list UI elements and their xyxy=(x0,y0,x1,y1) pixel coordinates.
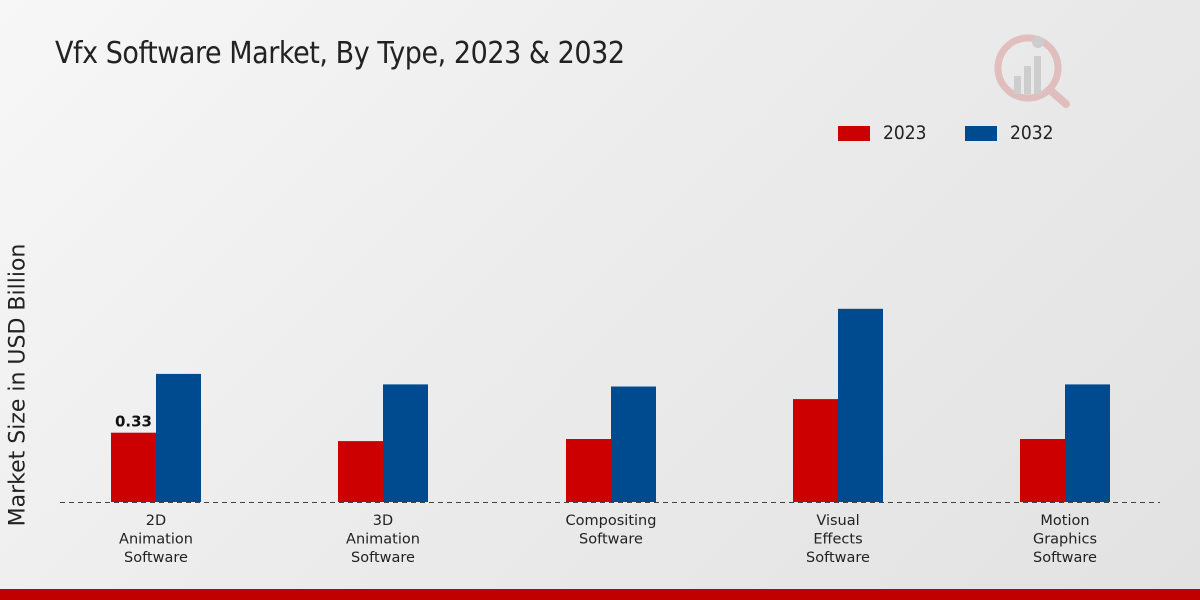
bar-2032-4 xyxy=(1065,384,1110,502)
x-tick-label-3: Visual Effects Software xyxy=(806,513,870,566)
bar-2032-3 xyxy=(838,308,883,502)
x-tick-label-1: 3D Animation Software xyxy=(346,513,420,566)
chart-legend: 2023 2032 xyxy=(838,122,1093,144)
bar-2023-0 xyxy=(111,432,156,502)
bar-2023-3 xyxy=(793,399,838,502)
x-tick-label-2: Compositing Software xyxy=(566,513,657,548)
bar-2023-1 xyxy=(338,441,383,502)
legend-swatch-2032 xyxy=(965,125,998,141)
legend-label-2023: 2023 xyxy=(883,122,927,144)
chart-title: Vfx Software Market, By Type, 2023 & 203… xyxy=(55,36,625,71)
bar-2032-0 xyxy=(156,373,201,502)
bar-2023-2 xyxy=(566,439,611,502)
legend-label-2032: 2032 xyxy=(1010,122,1054,144)
x-tick-label-0: 2D Animation Software xyxy=(119,513,193,566)
bottom-accent-bar xyxy=(0,589,1200,600)
bar-2032-1 xyxy=(383,384,428,502)
brand-logo-icon xyxy=(994,34,1070,108)
bar-2032-2 xyxy=(611,386,656,502)
data-label-2023-0: 0.33 xyxy=(115,413,152,431)
legend-item-2023: 2023 xyxy=(838,122,931,144)
legend-item-2032: 2032 xyxy=(965,122,1058,144)
legend-swatch-2023 xyxy=(838,125,870,141)
bar-2023-4 xyxy=(1020,439,1065,502)
x-tick-label-4: Motion Graphics Software xyxy=(1033,513,1097,566)
